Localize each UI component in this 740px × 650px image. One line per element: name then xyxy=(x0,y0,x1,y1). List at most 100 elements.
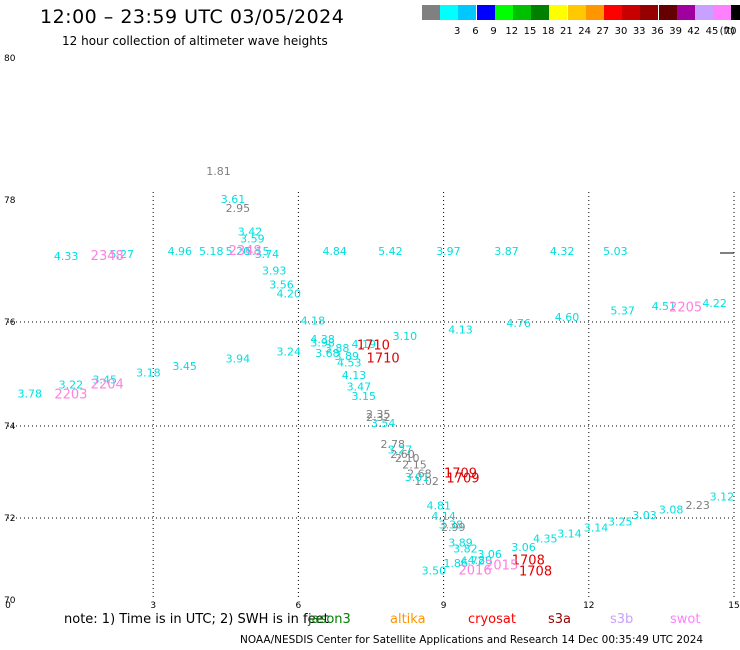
wave-height-value: 3.10 xyxy=(393,330,418,343)
map-subtitle: 12 hour collection of altimeter wave hei… xyxy=(62,34,328,48)
legend-swatch xyxy=(731,5,740,20)
footer-credit: NOAA/NESDIS Center for Satellite Applica… xyxy=(240,634,704,646)
wave-height-value: 3.89 xyxy=(448,537,473,550)
legend-bin-label: 33 xyxy=(632,26,646,37)
wave-height-value: 3.74 xyxy=(255,248,280,261)
legend-unit-label: (ft) xyxy=(719,26,735,37)
pass-time-label: 2016 xyxy=(459,564,492,579)
wave-height-value: 2.78 xyxy=(381,438,406,451)
map-axis-labels: 80 78 76 74 72 700 3 6 9 12 15 xyxy=(4,54,740,611)
pass-time-label: 1710 xyxy=(367,352,400,367)
wave-height-value: 5.15 xyxy=(245,245,270,258)
legend-swatch xyxy=(513,5,531,20)
wave-height-value: 3.01 xyxy=(405,471,430,484)
wave-height-value: 4.32 xyxy=(550,245,575,258)
wave-height-value: 5.37 xyxy=(610,305,635,318)
legend-bin-label: 24 xyxy=(578,26,591,37)
pass-time-label: 2015 xyxy=(485,558,518,573)
wave-height-value: 3.14 xyxy=(584,522,609,535)
legend-swatch xyxy=(676,5,695,20)
map-gridlines xyxy=(8,192,735,600)
longitude-label: 3 xyxy=(150,601,156,611)
observation-labels: 1.81 3.612.95 3.423.59 3.74 3.933.564.20 4.18… xyxy=(18,165,735,577)
legend-bin-label: 6 xyxy=(472,26,479,37)
satellite-name: swot xyxy=(670,612,701,627)
legend-swatch xyxy=(422,5,440,20)
legend-swatch xyxy=(658,5,677,20)
wave-height-value: 2.10 xyxy=(395,452,420,465)
wave-height-value: 3.45 xyxy=(172,360,197,373)
latitude-label: 80 xyxy=(4,54,16,64)
legend-bin-label: 18 xyxy=(541,26,555,37)
wave-height-value: 3.06 xyxy=(477,548,502,561)
wave-height-value: 3.88 xyxy=(325,342,350,355)
legend-bin-label: 27 xyxy=(596,26,610,37)
wave-height-value: 4.33 xyxy=(54,250,79,263)
latitude-label: 70 xyxy=(4,596,16,606)
longitude-label: 12 xyxy=(583,601,594,611)
wave-height-value: 5.03 xyxy=(603,245,628,258)
wave-height-value: 3.87 xyxy=(494,245,519,258)
wave-height-value: 3.59 xyxy=(240,233,265,246)
wave-height-value: 3.61 xyxy=(221,193,246,206)
wave-height-value: 3.18 xyxy=(136,367,161,380)
latitude-label: 78 xyxy=(4,196,16,206)
wave-height-value: 2.32 xyxy=(366,411,391,424)
wave-height-value: 3.03 xyxy=(632,509,657,522)
wave-height-value: 3.97 xyxy=(436,245,461,258)
pass-time-label: 2204 xyxy=(91,378,124,393)
pass-time-label: 2348 xyxy=(229,244,262,259)
pass-time-label: 2348 xyxy=(91,249,124,264)
legend-bin-label: 30 xyxy=(614,26,628,37)
wave-height-value: 4.84 xyxy=(322,245,347,258)
wave-height-value: 4.35 xyxy=(533,533,558,546)
wave-height-value: 4.96 xyxy=(168,245,193,258)
wave-height-value: 4.53 xyxy=(337,357,362,370)
legend-bin-label: 21 xyxy=(560,26,573,37)
satellite-name: s3a xyxy=(548,612,572,627)
wave-height-value: 4.80 xyxy=(468,554,493,567)
longitude-label: 9 xyxy=(441,601,447,611)
wave-height-value: 3.14 xyxy=(557,527,582,540)
legend-swatch xyxy=(604,5,622,20)
pass-time-label: 1709 xyxy=(444,467,477,482)
legend-swatch xyxy=(531,5,550,20)
wave-height-value: 4.81 xyxy=(427,500,452,513)
wave-height-value: 3.89 xyxy=(335,350,360,363)
wave-height-value: 2.15 xyxy=(402,458,427,471)
legend-bin-label: 3 xyxy=(454,26,461,37)
legend-swatch xyxy=(585,5,604,20)
wave-height-value: 3.78 xyxy=(18,387,43,400)
wave-height-value: 3.25 xyxy=(608,515,633,528)
wave-height-value: 3.15 xyxy=(351,390,376,403)
pass-time-label: 1710 xyxy=(357,339,390,354)
wave-height-value: 3.38 xyxy=(439,518,464,531)
satellite-name: altika xyxy=(390,612,426,627)
wave-height-value: 5.18 xyxy=(199,245,224,258)
latitude-label: 72 xyxy=(4,514,15,524)
wave-height-value: 4.22 xyxy=(702,297,727,310)
map-title: 12:00 – 23:59 UTC 03/05/2024 xyxy=(40,6,345,28)
wave-height-value: 4.19 xyxy=(351,338,376,351)
legend-bin-label: 70 xyxy=(723,26,737,37)
pass-time-label: 1708 xyxy=(519,564,552,579)
wave-height-value: 5.42 xyxy=(378,245,403,258)
wave-height-value: 3.56 xyxy=(269,278,294,291)
wave-height-value: 4.18 xyxy=(301,315,326,328)
wave-height-value: 3.94 xyxy=(226,353,251,366)
wave-height-value: 3.45 xyxy=(93,373,118,386)
wave-height-value: 4.13 xyxy=(342,369,367,382)
legend-swatch xyxy=(476,5,495,20)
legend-swatch xyxy=(695,5,713,20)
wave-height-value: 4.38 xyxy=(310,333,335,346)
legend-swatch xyxy=(494,5,513,20)
legend-swatch xyxy=(458,5,477,20)
wave-height-value: 3.06 xyxy=(511,541,536,554)
legend-bin-label: 9 xyxy=(490,26,497,37)
longitude-label: 15 xyxy=(728,601,739,611)
legend-swatch xyxy=(713,5,732,20)
legend-bin-label: 39 xyxy=(669,26,682,37)
wave-height-value: 1.86 xyxy=(443,557,468,570)
